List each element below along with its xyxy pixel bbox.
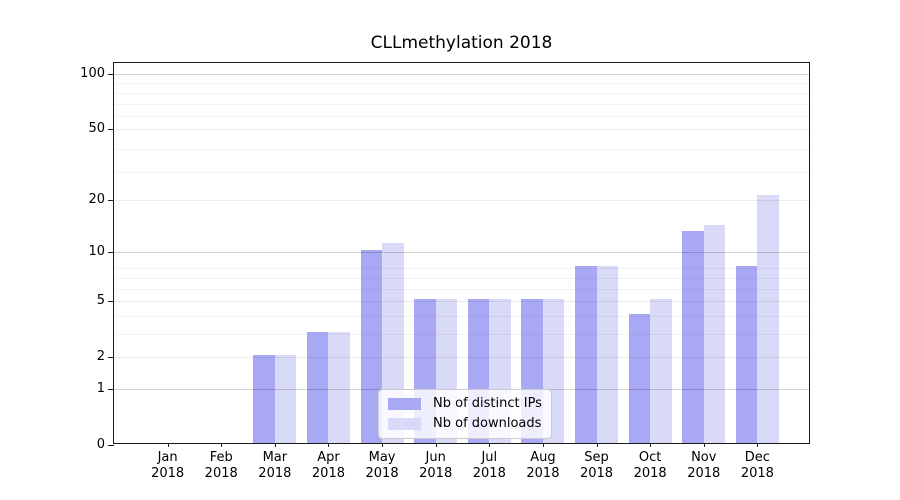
bar-ips-may [360,250,383,443]
gridline-minor [114,83,809,85]
x-tick-label-jan: Jan 2018 [151,450,184,482]
x-tick-label-sep: Sep 2018 [580,450,613,482]
x-label-year: 2018 [258,466,292,481]
bar-downloads-apr [328,331,350,443]
bar-ips-apr [306,331,329,443]
gridline-minor [114,171,809,173]
x-tick-nov [703,443,705,447]
gridline-minor [114,148,809,150]
y-tick-50 [108,129,114,131]
gridline-minor [114,115,809,117]
y-tick-label-2: 2 [96,348,105,364]
gridline-minor [114,103,809,105]
legend-swatch-ips [388,398,421,410]
y-tick-10 [108,252,114,254]
y-tick-label-100: 100 [80,66,105,82]
x-tick-jul [489,443,491,447]
gridline-minor [114,92,809,94]
x-label-month: Feb [209,450,233,465]
y-tick-label-20: 20 [88,192,105,208]
bar-ips-nov [682,230,704,443]
x-label-year: 2018 [633,466,667,481]
legend-item-downloads: Nb of downloads [388,416,542,432]
bar-ips-dec [735,266,758,443]
chart-title: CLLmethylation 2018 [370,33,553,53]
x-tick-label-mar: Mar 2018 [258,450,291,482]
x-label-month: Jan [157,450,178,465]
legend-label: Nb of distinct IPs [433,396,542,411]
gridline-20 [114,200,809,202]
x-label-month: Jul [481,450,498,465]
x-label-month: Mar [262,450,288,465]
x-tick-mar [274,443,276,447]
bar-ips-sep [575,266,597,443]
x-tick-sep [596,443,598,447]
x-label-month: Oct [638,450,662,465]
x-tick-apr [328,443,330,447]
y-tick-label-5: 5 [96,293,105,308]
x-label-year: 2018 [472,466,506,481]
x-tick-label-may: May 2018 [366,450,399,482]
bar-downloads-mar [274,354,297,443]
bar-downloads-sep [596,266,619,443]
x-label-year: 2018 [526,466,560,481]
x-label-year: 2018 [151,466,185,481]
legend-item-ips: Nb of distinct IPs [388,396,542,412]
x-tick-jun [435,443,437,447]
bar-downloads-oct [650,299,672,443]
x-tick-label-oct: Oct 2018 [634,450,667,482]
x-label-year: 2018 [419,466,453,481]
legend: Nb of distinct IPs Nb of downloads [378,389,552,439]
x-label-month: Aug [530,450,556,465]
x-tick-dec [757,443,759,447]
x-label-month: Dec [744,450,770,465]
x-tick-aug [542,443,544,447]
bar-downloads-dec [757,194,779,443]
gridline-100 [114,74,809,76]
x-tick-may [382,443,384,447]
y-tick-100 [108,74,114,76]
x-label-year: 2018 [311,466,345,481]
bar-ips-mar [253,354,275,443]
x-tick-feb [221,443,223,447]
y-tick-1 [108,389,114,391]
y-tick-5 [108,301,114,302]
bar-ips-oct [628,313,651,443]
x-tick-label-jul: Jul 2018 [473,450,506,482]
x-label-month: Nov [691,450,717,465]
x-tick-label-jun: Jun 2018 [419,450,452,482]
y-tick-label-50: 50 [88,121,105,137]
x-label-year: 2018 [687,466,721,481]
y-tick-label-10: 10 [88,244,105,260]
plot-area: 0 1 2 5 10 20 50 100 Jan 2018 Feb 2018 Mar 2018 Apr 201… [80,62,810,481]
legend-label: Nb of downloads [433,416,542,431]
x-label-month: May [368,450,396,465]
x-label-year: 2018 [740,466,774,481]
x-tick-label-aug: Aug 2018 [526,450,559,482]
x-tick-jan [167,443,169,447]
x-tick-oct [650,443,652,447]
y-tick-20 [108,200,114,202]
x-tick-label-apr: Apr 2018 [312,450,345,482]
y-tick-label-1: 1 [96,381,105,397]
x-label-year: 2018 [579,466,614,481]
x-label-year: 2018 [204,466,238,481]
x-label-month: Jun [425,450,446,465]
legend-swatch-downloads [388,418,421,430]
y-tick-0 [108,445,114,446]
x-tick-label-dec: Dec 2018 [741,450,774,482]
y-tick-2 [108,356,114,358]
gridline-50 [114,129,809,131]
y-tick-label-0: 0 [96,437,105,452]
x-label-year: 2018 [365,466,399,481]
x-label-month: Sep [584,450,609,465]
x-tick-label-nov: Nov 2018 [687,450,720,482]
x-label-month: Apr [317,450,340,465]
x-tick-label-feb: Feb 2018 [205,450,238,482]
bar-downloads-nov [703,225,726,443]
